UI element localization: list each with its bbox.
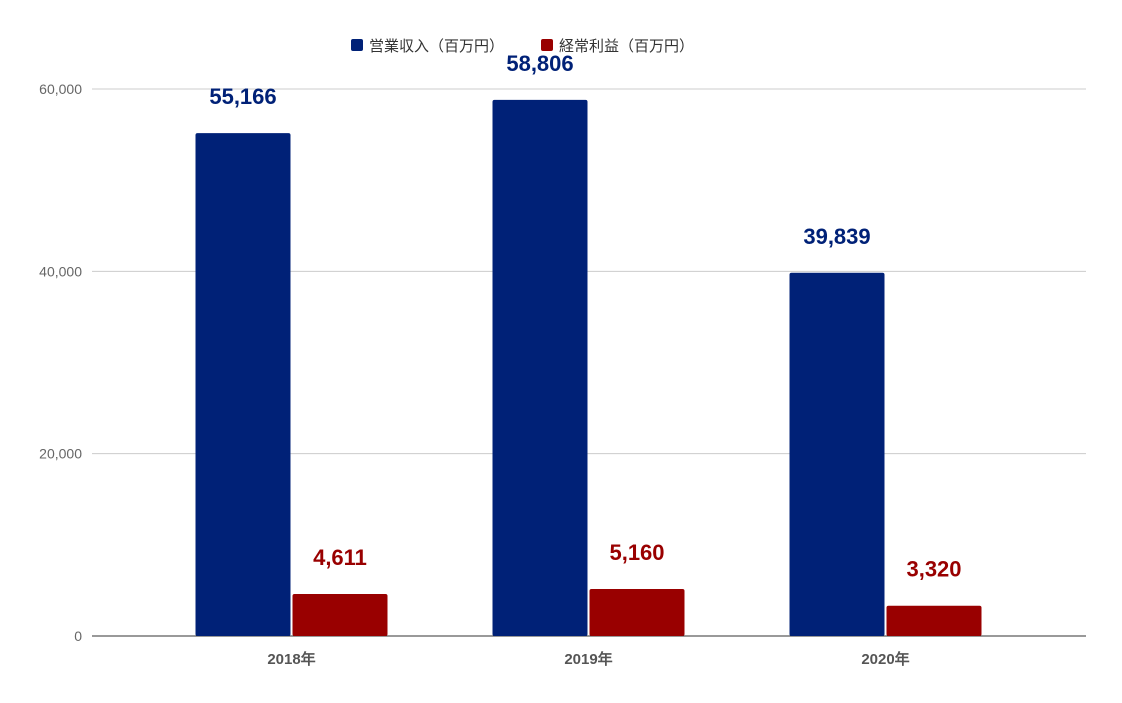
data-label-revenue: 58,806	[506, 51, 573, 76]
bar-revenue	[195, 133, 291, 637]
x-axis-category-labels: 2018年 2019年 2020年	[267, 650, 909, 668]
legend: 営業収入（百万円） 経常利益（百万円）	[351, 38, 694, 55]
x-category-label: 2019年	[564, 650, 612, 668]
bar-profit	[589, 588, 685, 636]
y-tick-label: 0	[74, 628, 82, 644]
legend-label-profit: 経常利益（百万円）	[559, 38, 694, 55]
bar-profit	[292, 593, 388, 636]
bar-revenue	[492, 99, 588, 636]
legend-swatch-revenue	[351, 39, 363, 51]
y-tick-label: 20,000	[39, 446, 82, 462]
y-axis-tick-labels: 0 20,000 40,000 60,000	[39, 81, 82, 644]
data-label-revenue: 39,839	[803, 224, 870, 249]
bar-revenue	[789, 272, 885, 636]
bar-profit	[886, 605, 982, 636]
data-label-revenue: 55,166	[209, 84, 276, 109]
y-tick-label: 60,000	[39, 81, 82, 97]
x-category-label: 2020年	[861, 650, 909, 668]
legend-label-revenue: 営業収入（百万円）	[369, 38, 504, 55]
bars	[195, 99, 982, 637]
data-label-profit: 3,320	[906, 557, 961, 582]
data-labels: 55,166 4,611 58,806 5,160 39,839 3,320	[209, 51, 961, 582]
legend-swatch-profit	[541, 39, 553, 51]
data-label-profit: 5,160	[609, 540, 664, 565]
data-label-profit: 4,611	[313, 545, 367, 570]
x-category-label: 2018年	[267, 650, 315, 668]
y-tick-label: 40,000	[39, 263, 82, 279]
